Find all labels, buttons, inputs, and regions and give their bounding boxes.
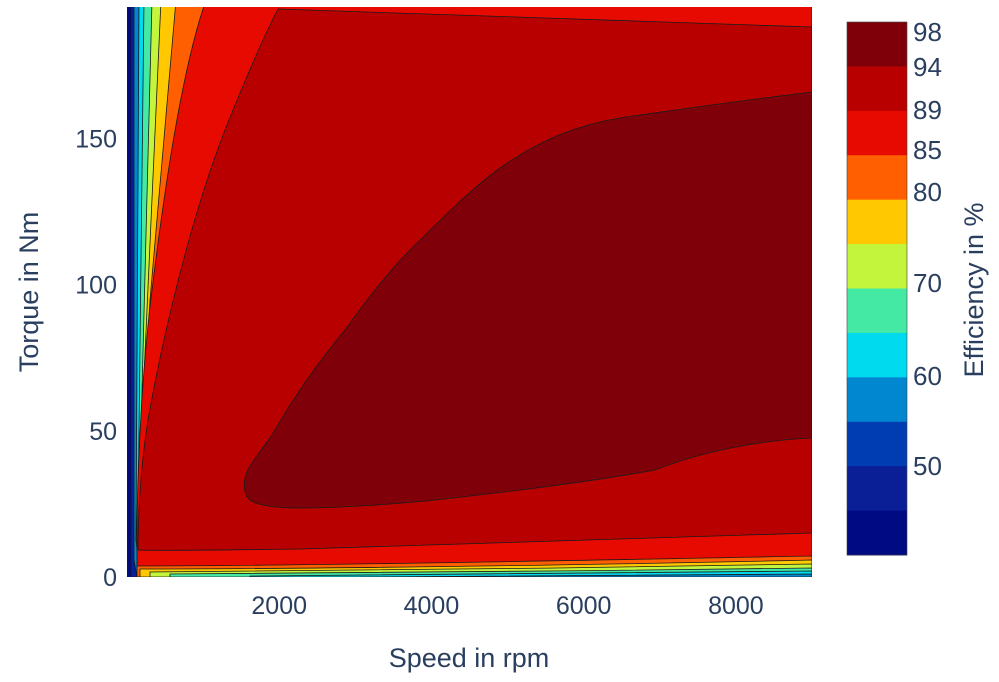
y-tick-label: 0 bbox=[103, 564, 117, 592]
contour-bottom-blue bbox=[359, 573, 812, 577]
colorbar bbox=[846, 21, 908, 556]
colorbar-swatch bbox=[847, 510, 907, 556]
colorbar-swatch bbox=[847, 244, 907, 289]
colorbar-swatch bbox=[847, 421, 907, 467]
colorbar-swatch bbox=[847, 110, 907, 156]
colorbar-swatch bbox=[847, 66, 907, 112]
colorbar-title: Efficiency in % bbox=[959, 202, 989, 377]
colorbar-tick-label: 94 bbox=[913, 52, 942, 82]
x-tick-label: 8000 bbox=[708, 592, 764, 620]
x-axis-ticks: 2000 4000 6000 8000 bbox=[251, 592, 763, 620]
colorbar-swatch bbox=[847, 466, 907, 512]
colorbar-swatch bbox=[847, 155, 907, 201]
y-tick-label: 50 bbox=[89, 418, 117, 446]
contour-layers bbox=[127, 7, 812, 577]
contour-band-94-98-core bbox=[243, 91, 812, 509]
y-axis-ticks: 0 50 100 150 bbox=[75, 126, 117, 592]
colorbar-tick-label: 70 bbox=[913, 268, 942, 298]
x-tick-label: 6000 bbox=[556, 592, 612, 620]
colorbar-tick-label: 50 bbox=[913, 451, 942, 481]
y-tick-label: 100 bbox=[75, 272, 117, 300]
colorbar-swatch bbox=[847, 377, 907, 423]
colorbar-swatch bbox=[847, 199, 907, 245]
colorbar-tick-label: 80 bbox=[913, 177, 942, 207]
colorbar-tick-label: 60 bbox=[913, 361, 942, 391]
x-tick-label: 4000 bbox=[404, 592, 460, 620]
colorbar-swatch bbox=[847, 332, 907, 378]
y-axis-title: Torque in Nm bbox=[14, 212, 44, 373]
colorbar-swatch bbox=[847, 22, 907, 67]
colorbar-tick-label: 89 bbox=[913, 95, 942, 125]
colorbar-border bbox=[846, 21, 908, 556]
y-tick-label: 150 bbox=[75, 126, 117, 154]
colorbar-tick-label: 98 bbox=[913, 17, 942, 47]
x-axis-title: Speed in rpm bbox=[389, 643, 550, 673]
colorbar-ticks: 98 94 89 85 80 70 60 50 bbox=[913, 17, 942, 481]
colorbar-swatch bbox=[847, 288, 907, 334]
colorbar-tick-label: 85 bbox=[913, 135, 942, 165]
x-tick-label: 2000 bbox=[251, 592, 307, 620]
